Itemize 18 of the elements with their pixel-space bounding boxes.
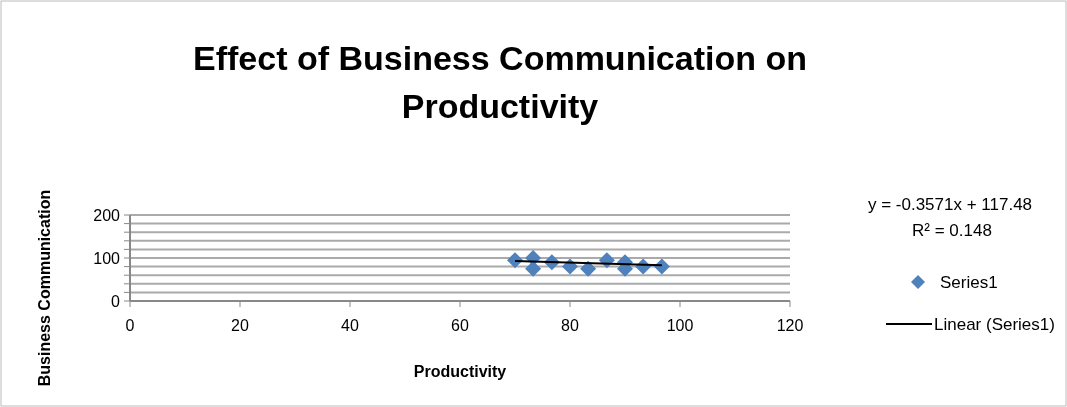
text: y = -0.3571x + 117.48 [867, 195, 1033, 214]
y-tick-label: 200 [93, 206, 121, 224]
x-tick-label: 0 [125, 317, 135, 334]
y-axis-title: Business Communication [36, 189, 53, 387]
point [580, 260, 597, 277]
x-tick-label: 100 [666, 317, 694, 334]
chart-title: Effect of Business Communication on Productivity [193, 39, 807, 125]
x-tick-label: 20 [231, 317, 249, 334]
x-tick-label: 120 [776, 317, 804, 334]
x-tick-label: 60 [451, 317, 469, 334]
x-axis-title: Productivity [413, 363, 507, 380]
y-tick-label: 100 [93, 249, 121, 267]
x-tick-label: 80 [561, 317, 579, 334]
x-tick-label: 40 [341, 317, 359, 334]
legend-label: Linear (Series1) [934, 314, 1055, 334]
y-tick-label: 0 [111, 292, 121, 310]
legend-label: Series1 [940, 272, 998, 292]
text: R² = 0.148 [912, 221, 992, 240]
